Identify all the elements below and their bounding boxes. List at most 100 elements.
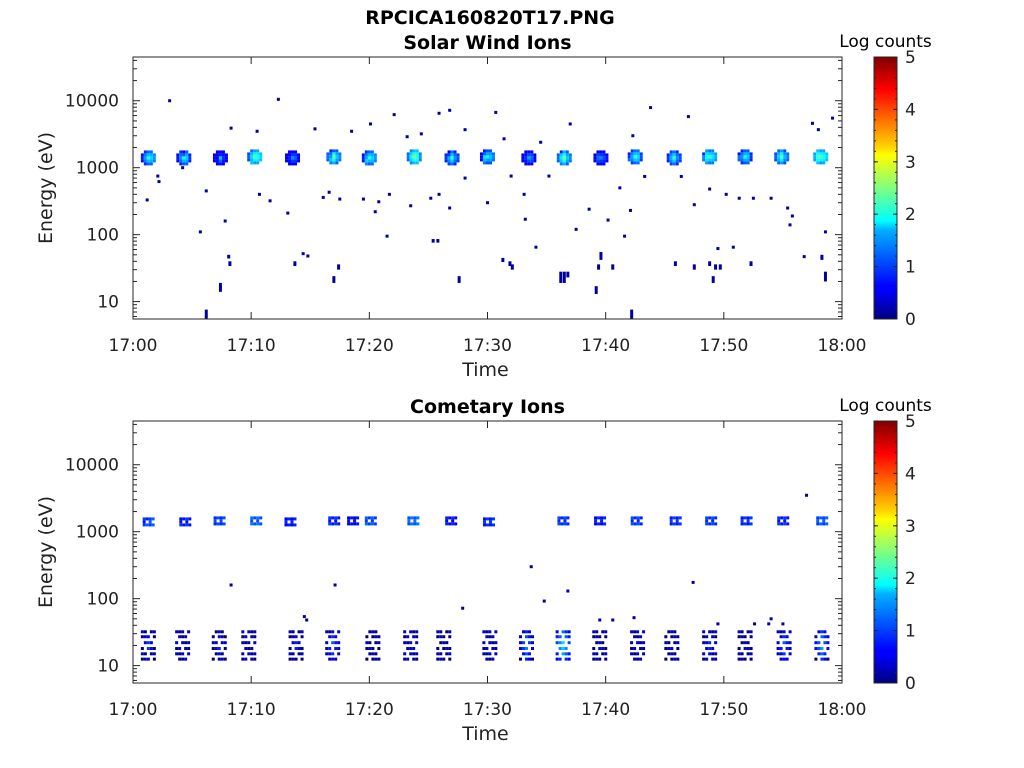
- heatmap-cell: [711, 158, 715, 162]
- heatmap-cell: [253, 152, 257, 156]
- heatmap-cell: [816, 158, 820, 162]
- heatmap-cell: [140, 153, 144, 157]
- heatmap-cell: [409, 652, 413, 656]
- heatmap-cell: [224, 156, 228, 160]
- heatmap-cell: [447, 162, 451, 166]
- heatmap-cell: [524, 162, 528, 166]
- heatmap-cell: [215, 159, 219, 163]
- heatmap-cell: [705, 657, 709, 661]
- heatmap-cell: [633, 155, 637, 159]
- heatmap-cell: [826, 647, 830, 651]
- heatmap-cell: [776, 630, 780, 634]
- heatmap-cell: [286, 211, 290, 215]
- heatmap-cell: [337, 641, 341, 645]
- heatmap-cell: [672, 153, 676, 157]
- heatmap-cell: [563, 522, 567, 526]
- heatmap-cell: [253, 149, 257, 153]
- heatmap-cell: [521, 630, 525, 634]
- heatmap-cell: [780, 516, 784, 520]
- heatmap-cell: [777, 149, 781, 153]
- heatmap-cell: [364, 519, 368, 523]
- heatmap-cell: [705, 161, 709, 165]
- heatmap-cell: [714, 652, 718, 656]
- heatmap-cell: [559, 159, 563, 163]
- heatmap-cell: [256, 155, 260, 159]
- heatmap-cell: [338, 158, 342, 162]
- heatmap-cell: [555, 652, 559, 656]
- heatmap-cell: [326, 155, 330, 159]
- heatmap-cell: [822, 522, 826, 526]
- heatmap-cell: [140, 156, 144, 160]
- heatmap-cell: [156, 174, 160, 178]
- heatmap-cell: [530, 156, 534, 160]
- heatmap-cell: [631, 134, 635, 138]
- heatmap-cell: [480, 155, 483, 159]
- heatmap-cell: [746, 522, 750, 526]
- heatmap-cell: [779, 647, 783, 651]
- y-tick-label: 100: [87, 226, 119, 246]
- x-axis-label: Time: [461, 723, 509, 745]
- heatmap-cell: [445, 630, 449, 634]
- heatmap-cell: [678, 156, 682, 160]
- heatmap-cell: [639, 155, 643, 159]
- heatmap-cell: [666, 159, 670, 163]
- heatmap-cell: [530, 657, 534, 661]
- heatmap-cell: [482, 652, 486, 656]
- heatmap-cell: [737, 635, 741, 639]
- heatmap-cell: [714, 635, 718, 639]
- heatmap-cell: [567, 630, 571, 634]
- heatmap-cell: [297, 652, 301, 656]
- heatmap-cell: [630, 152, 634, 156]
- heatmap-cell: [152, 153, 156, 157]
- heatmap-cell: [347, 516, 351, 520]
- heatmap-cell: [185, 520, 189, 524]
- heatmap-cell: [711, 152, 715, 156]
- x-axis-label: Time: [461, 359, 509, 381]
- heatmap-cell: [676, 647, 680, 651]
- heatmap-cell: [211, 635, 215, 639]
- heatmap-cell: [630, 161, 634, 165]
- heatmap-cell: [259, 516, 263, 520]
- heatmap-cell: [146, 150, 150, 154]
- heatmap-cell: [749, 657, 753, 661]
- heatmap-cell: [483, 155, 486, 159]
- heatmap-cell: [780, 155, 784, 159]
- heatmap-cell: [740, 652, 744, 656]
- y-tick-label: 10: [97, 293, 119, 313]
- heatmap-cell: [558, 647, 562, 651]
- heatmap-cell: [285, 159, 289, 163]
- heatmap-cell: [627, 155, 631, 159]
- heatmap-cell: [636, 155, 640, 159]
- heatmap-cell: [564, 635, 568, 639]
- heatmap-cell: [592, 630, 596, 634]
- heatmap-cell: [813, 152, 817, 156]
- heatmap-cell: [332, 276, 336, 283]
- heatmap-cell: [247, 652, 251, 656]
- heatmap-cell: [313, 127, 317, 131]
- heatmap-cell: [184, 657, 188, 661]
- heatmap-cell: [148, 520, 152, 524]
- heatmap-cell: [291, 153, 295, 157]
- heatmap-cell: [705, 149, 709, 153]
- heatmap-cell: [782, 630, 786, 634]
- heatmap-cell: [598, 618, 602, 622]
- heatmap-cell: [409, 158, 413, 162]
- heatmap-cell: [328, 630, 332, 634]
- heatmap-cell: [447, 159, 451, 163]
- heatmap-cell: [332, 161, 336, 165]
- heatmap-cell: [276, 97, 280, 101]
- heatmap-cell: [140, 635, 144, 639]
- heatmap-cell: [253, 522, 257, 526]
- heatmap-cell: [708, 652, 712, 656]
- heatmap-cell: [560, 516, 564, 520]
- heatmap-cell: [416, 516, 420, 520]
- x-tick-label: 17:50: [699, 700, 748, 720]
- heatmap-cell: [816, 155, 820, 159]
- heatmap-cell: [445, 647, 449, 651]
- heatmap-cell: [374, 635, 378, 639]
- heatmap-cell: [746, 641, 750, 645]
- colorbar: [873, 420, 898, 684]
- heatmap-cell: [822, 519, 826, 523]
- heatmap-cell: [595, 641, 599, 645]
- heatmap-cell: [558, 657, 562, 661]
